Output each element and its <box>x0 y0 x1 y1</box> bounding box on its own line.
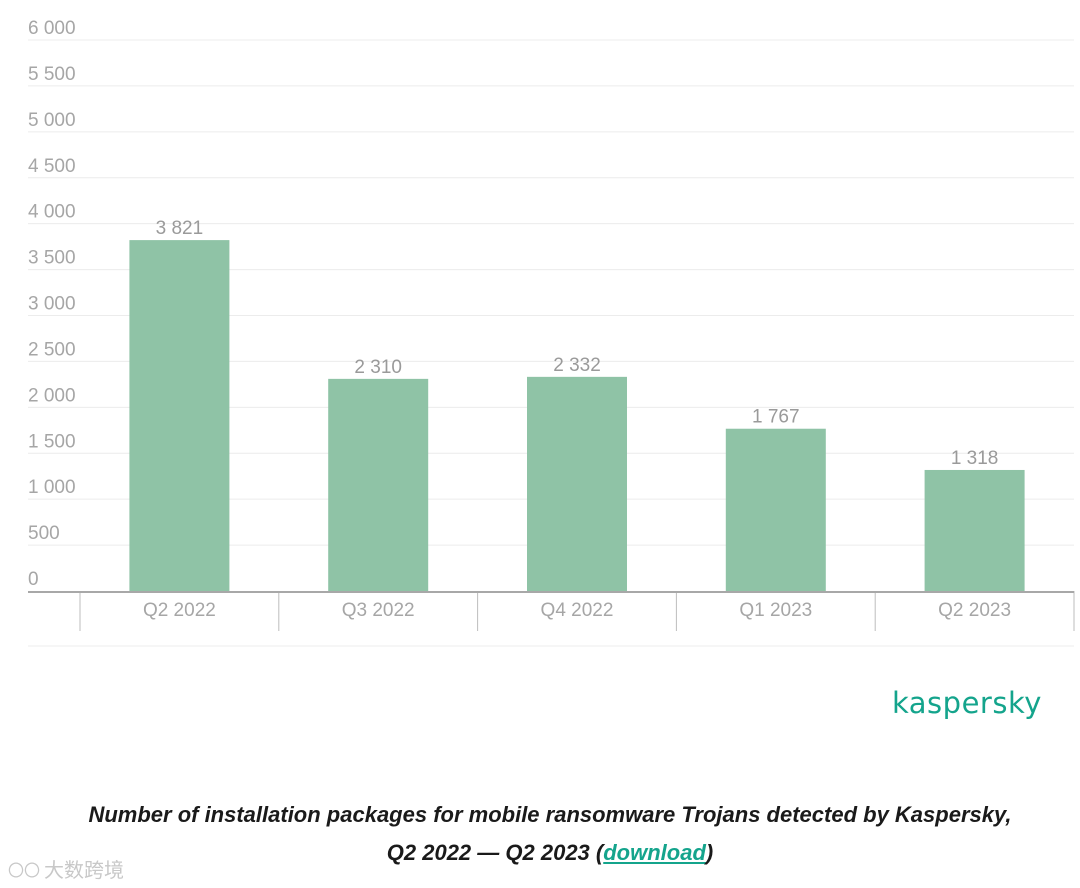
caption-line-1: Number of installation packages for mobi… <box>88 802 1012 827</box>
bar <box>527 376 627 591</box>
y-tick-label: 4 500 <box>28 156 76 177</box>
y-tick-label: 1 000 <box>28 477 76 498</box>
y-tick-label: 5 500 <box>28 64 76 85</box>
bar <box>725 428 826 591</box>
y-tick-label: 5 000 <box>28 110 76 131</box>
data-label: 2 332 <box>553 355 601 376</box>
category-label: Q2 2022 <box>143 600 216 621</box>
y-tick-label: 3 000 <box>28 294 76 315</box>
category-label: Q3 2022 <box>342 600 415 621</box>
category-label: Q4 2022 <box>541 600 614 621</box>
chart-caption: Number of installation packages for mobi… <box>20 796 1080 872</box>
y-tick-label: 2 500 <box>28 339 76 360</box>
bar <box>328 378 429 591</box>
bar <box>924 469 1025 591</box>
caption-line-2: Q2 2022 — Q2 2023 (download) <box>20 834 1080 872</box>
watermark-text: 大数跨境 <box>44 858 125 882</box>
category-label: Q1 2023 <box>739 600 812 621</box>
y-tick-label: 1 500 <box>28 431 76 452</box>
data-label: 3 821 <box>156 218 204 239</box>
watermark-icon: 〇〇 <box>8 860 41 880</box>
category-label: Q2 2023 <box>938 600 1011 621</box>
download-link[interactable]: download <box>603 840 706 865</box>
y-tick-label: 2 000 <box>28 385 76 406</box>
y-tick-label: 500 <box>28 523 60 544</box>
caption-line-2-prefix: Q2 2022 — Q2 2023 ( <box>386 840 604 865</box>
watermark: 〇〇 大数跨境 <box>8 854 124 883</box>
caption-line-2-suffix: ) <box>705 840 714 865</box>
kaspersky-logo: kaspersky <box>892 686 1042 720</box>
data-label: 1 318 <box>951 448 999 469</box>
y-tick-label: 0 <box>28 569 39 590</box>
y-tick-label: 6 000 <box>28 18 76 39</box>
data-label: 1 767 <box>752 407 800 428</box>
data-label: 2 310 <box>354 357 402 378</box>
y-tick-label: 3 500 <box>28 248 76 269</box>
y-tick-label: 4 000 <box>28 202 76 223</box>
bar <box>129 240 230 591</box>
